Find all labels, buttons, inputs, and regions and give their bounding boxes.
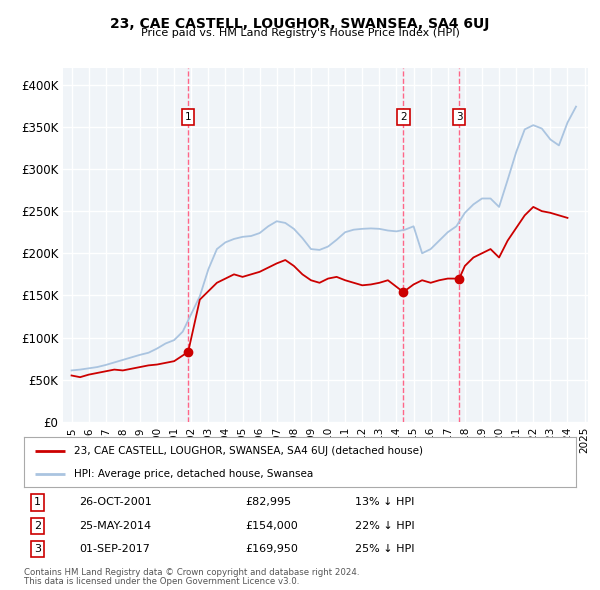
Text: 26-OCT-2001: 26-OCT-2001 bbox=[79, 497, 152, 507]
Text: This data is licensed under the Open Government Licence v3.0.: This data is licensed under the Open Gov… bbox=[24, 577, 299, 586]
Text: 23, CAE CASTELL, LOUGHOR, SWANSEA, SA4 6UJ: 23, CAE CASTELL, LOUGHOR, SWANSEA, SA4 6… bbox=[110, 17, 490, 31]
Text: 2: 2 bbox=[34, 521, 41, 531]
Text: 3: 3 bbox=[456, 112, 463, 122]
Text: 13% ↓ HPI: 13% ↓ HPI bbox=[355, 497, 415, 507]
Text: 23, CAE CASTELL, LOUGHOR, SWANSEA, SA4 6UJ (detached house): 23, CAE CASTELL, LOUGHOR, SWANSEA, SA4 6… bbox=[74, 445, 422, 455]
Text: 22% ↓ HPI: 22% ↓ HPI bbox=[355, 521, 415, 531]
Text: Contains HM Land Registry data © Crown copyright and database right 2024.: Contains HM Land Registry data © Crown c… bbox=[24, 568, 359, 576]
Text: 1: 1 bbox=[185, 112, 191, 122]
Text: £154,000: £154,000 bbox=[245, 521, 298, 531]
Text: £82,995: £82,995 bbox=[245, 497, 291, 507]
Text: £169,950: £169,950 bbox=[245, 544, 298, 554]
Text: 01-SEP-2017: 01-SEP-2017 bbox=[79, 544, 150, 554]
Text: 2: 2 bbox=[400, 112, 407, 122]
Text: HPI: Average price, detached house, Swansea: HPI: Average price, detached house, Swan… bbox=[74, 469, 313, 479]
Text: Price paid vs. HM Land Registry's House Price Index (HPI): Price paid vs. HM Land Registry's House … bbox=[140, 28, 460, 38]
Text: 25% ↓ HPI: 25% ↓ HPI bbox=[355, 544, 415, 554]
Text: 3: 3 bbox=[34, 544, 41, 554]
Text: 25-MAY-2014: 25-MAY-2014 bbox=[79, 521, 151, 531]
Text: 1: 1 bbox=[34, 497, 41, 507]
